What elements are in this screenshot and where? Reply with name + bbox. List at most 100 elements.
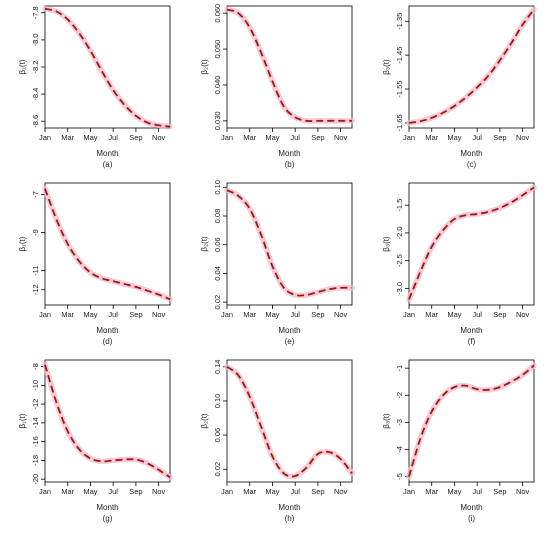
panel-caption: (e) bbox=[285, 337, 295, 346]
x-tick-label: Jul bbox=[472, 310, 482, 319]
y-tick-label: 0.030 bbox=[213, 111, 222, 130]
x-tick-label: Jul bbox=[472, 133, 482, 142]
y-axis-label: β₂(t) bbox=[200, 59, 209, 75]
x-tick-label: Mar bbox=[425, 487, 438, 496]
y-tick-label: -4 bbox=[395, 446, 404, 453]
y-axis-label: β₁(t) bbox=[18, 413, 27, 428]
panel-caption: (f) bbox=[468, 337, 476, 346]
coefficient-curve bbox=[408, 186, 535, 300]
x-axis-label: Month bbox=[96, 326, 118, 335]
y-tick-label: -3.0 bbox=[395, 282, 404, 295]
x-tick-label: Mar bbox=[243, 133, 256, 142]
x-tick-label: May bbox=[265, 133, 279, 142]
y-axis-label: β₂(t) bbox=[200, 413, 209, 429]
x-tick-label: Nov bbox=[516, 310, 530, 319]
plot-frame bbox=[44, 5, 171, 129]
y-tick-label: -8.2 bbox=[31, 61, 40, 74]
y-tick-label: -2.0 bbox=[395, 226, 404, 239]
x-tick-label: May bbox=[265, 310, 279, 319]
coefficient-curve bbox=[408, 8, 535, 124]
y-tick-label: 0.040 bbox=[213, 76, 222, 95]
panel-caption: (c) bbox=[467, 160, 477, 169]
x-tick-label: May bbox=[83, 133, 97, 142]
x-axis-label: Month bbox=[278, 326, 300, 335]
x-tick-label: Jul bbox=[290, 487, 300, 496]
confidence-band bbox=[406, 6, 537, 126]
panel-g: Jan Mar May Jul Sep Nov -8 -10 -12 -14 -16 -18 -20 β₁… bbox=[18, 359, 173, 523]
x-axis-label: Month bbox=[460, 503, 482, 512]
y-tick-label: -2 bbox=[395, 392, 404, 399]
x-tick-label: Sep bbox=[311, 487, 324, 496]
plot-frame bbox=[44, 182, 171, 306]
panel-i: Jan Mar May Jul Sep Nov -1 -2 -3 -4 -5 β₃(t) Month (i… bbox=[382, 359, 537, 523]
x-tick-label: Jan bbox=[403, 133, 415, 142]
y-tick-label: -1.5 bbox=[395, 199, 404, 212]
y-tick-label: -8.6 bbox=[31, 115, 40, 128]
y-tick-label: -11 bbox=[31, 266, 40, 276]
x-tick-label: May bbox=[83, 487, 97, 496]
x-tick-label: Jan bbox=[221, 487, 233, 496]
x-tick-label: Jan bbox=[39, 310, 51, 319]
y-tick-label: 0.060 bbox=[213, 4, 222, 23]
x-tick-label: Sep bbox=[129, 487, 142, 496]
x-tick-label: Sep bbox=[493, 310, 506, 319]
coefficient-curve bbox=[226, 366, 353, 478]
confidence-band bbox=[406, 184, 537, 303]
y-tick-label: -1.45 bbox=[395, 47, 404, 64]
y-tick-label: -1.55 bbox=[395, 80, 404, 97]
x-tick-label: Sep bbox=[493, 487, 506, 496]
y-tick-label: 0.14 bbox=[213, 360, 222, 375]
panel-caption: (a) bbox=[103, 160, 113, 169]
x-axis-label: Month bbox=[96, 503, 118, 512]
y-tick-label: 0.02 bbox=[213, 462, 222, 477]
coefficient-curve bbox=[226, 189, 353, 297]
x-tick-label: Mar bbox=[243, 310, 256, 319]
y-tick-label: -9 bbox=[31, 229, 40, 236]
panel-h: Jan Mar May Jul Sep Nov 0.14 0.10 0.06 0.02 β₂(t) M… bbox=[200, 360, 355, 523]
y-tick-label: -7 bbox=[31, 191, 40, 198]
x-tick-label: Mar bbox=[61, 487, 74, 496]
panel-b: Jan Mar May Jul Sep Nov 0.060 0.050 0.040 0.030 β₂… bbox=[200, 4, 355, 169]
x-tick-label: Jan bbox=[403, 487, 415, 496]
coefficient-curve bbox=[226, 8, 352, 122]
x-tick-label: Jan bbox=[39, 487, 51, 496]
y-tick-label: 0.08 bbox=[213, 209, 222, 224]
x-tick-label: Jul bbox=[290, 310, 300, 319]
x-tick-label: Nov bbox=[334, 487, 348, 496]
coefficient-curve bbox=[44, 7, 171, 128]
x-tick-label: Nov bbox=[516, 133, 530, 142]
coefficient-curve bbox=[44, 364, 171, 479]
x-axis-label: Month bbox=[460, 149, 482, 158]
panel-caption: (i) bbox=[468, 514, 475, 523]
y-tick-label: -5 bbox=[395, 473, 404, 480]
x-tick-label: Jul bbox=[290, 133, 300, 142]
panel-caption: (b) bbox=[285, 160, 295, 169]
x-axis-label: Month bbox=[96, 149, 118, 158]
panel-caption: (g) bbox=[103, 514, 113, 523]
x-tick-label: Sep bbox=[129, 310, 142, 319]
x-tick-label: May bbox=[447, 310, 461, 319]
y-axis-label: β₁(t) bbox=[18, 236, 27, 251]
y-tick-label: 0.06 bbox=[213, 428, 222, 443]
y-tick-label: -1 bbox=[395, 365, 404, 372]
coefficient-curve bbox=[408, 364, 535, 477]
plot-frame bbox=[44, 359, 171, 483]
x-tick-label: May bbox=[265, 487, 279, 496]
panel-d: Jan Mar May Jul Sep Nov -7 -9 -11 -12 β₁(t) Month (d… bbox=[18, 182, 173, 346]
x-tick-label: Nov bbox=[334, 310, 348, 319]
panel-caption: (h) bbox=[285, 514, 295, 523]
y-axis-label: β₂(t) bbox=[200, 236, 209, 252]
x-tick-label: Mar bbox=[425, 133, 438, 142]
x-tick-label: Mar bbox=[425, 310, 438, 319]
x-tick-label: Jan bbox=[221, 310, 233, 319]
x-tick-label: Jul bbox=[108, 487, 118, 496]
x-tick-label: Nov bbox=[152, 487, 166, 496]
x-tick-label: Sep bbox=[493, 133, 506, 142]
y-tick-label: -16 bbox=[31, 436, 40, 447]
y-tick-label: -8.4 bbox=[31, 88, 40, 101]
y-axis-label: β₁(t) bbox=[18, 59, 27, 74]
x-tick-label: Jan bbox=[39, 133, 51, 142]
x-tick-label: Jul bbox=[108, 133, 118, 142]
y-tick-label: -1.65 bbox=[395, 114, 404, 131]
